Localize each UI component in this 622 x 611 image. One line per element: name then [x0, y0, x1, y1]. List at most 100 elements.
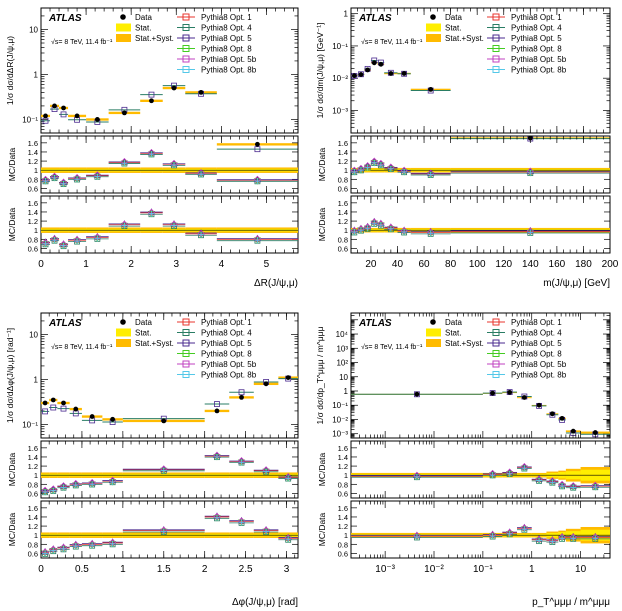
legend-series-label: Pythia8 Opt. 8 — [201, 350, 252, 359]
data-point — [255, 141, 260, 147]
ratio-marker-opt8b — [74, 176, 81, 183]
legend-series-marker — [492, 34, 500, 42]
ratio-marker-opt5b — [41, 238, 50, 246]
data-point — [351, 73, 357, 79]
ratio-marker-opt8b — [549, 538, 556, 545]
atlas-label: ATLAS — [48, 318, 82, 329]
data-point — [43, 113, 48, 119]
x-tick-label: 10⁻³ — [375, 564, 395, 575]
y-tick-label: 10⁻³ — [332, 106, 348, 115]
legend-series-marker — [182, 360, 190, 368]
ratio-y-tick-label: 1.6 — [338, 444, 348, 453]
legend-stat-syst-label: Stat.+Syst. — [445, 339, 484, 348]
ratio-marker-opt5b — [558, 533, 566, 541]
data-point — [73, 406, 79, 412]
ratio-y-tick-label: 1.4 — [338, 148, 348, 157]
data-point — [365, 67, 371, 73]
ratio-marker-opt5b — [350, 226, 358, 235]
ratio-marker-opt8b — [521, 465, 528, 472]
ratio-marker-opt8b — [74, 238, 81, 245]
ratio-marker-opt8b — [213, 453, 220, 460]
ratio-marker-opt5b — [262, 526, 270, 534]
ratio-y-tick-label: 1.2 — [28, 217, 38, 226]
ratio-y-axis-label: MC/Data — [7, 452, 17, 486]
legend-series-marker — [182, 66, 190, 73]
ratio-y-tick-label: 1.2 — [28, 522, 38, 531]
ratio-marker-opt8b — [351, 228, 358, 235]
ratio-marker-opt8b — [549, 479, 556, 486]
x-tick-label: 2.5 — [239, 564, 253, 575]
ratio-y-tick-label: 0.8 — [28, 480, 38, 489]
ratio-marker-opt5b — [120, 220, 128, 228]
ratio-y-tick-label: 1.4 — [338, 208, 348, 217]
ratio-marker-opt8b — [351, 168, 358, 175]
data-point — [42, 400, 48, 406]
legend-series-marker — [182, 34, 190, 42]
data-point — [198, 89, 204, 95]
ratio-marker-opt8b — [357, 227, 364, 234]
x-tick-label: 5 — [264, 259, 270, 270]
ratio-marker-opt8b — [51, 237, 58, 244]
legend-series-label: Pythia8 Opt. 4 — [511, 24, 562, 33]
ratio-marker-opt8b — [527, 229, 534, 236]
ratio-y-tick-label: 1.6 — [338, 139, 348, 148]
main-plot-frame — [40, 312, 299, 439]
ratio-marker-opt8b — [51, 174, 58, 181]
ratio-marker-opt5b — [357, 225, 365, 233]
ratio-y-tick-label: 1.6 — [28, 199, 38, 208]
x-tick-label: 1 — [83, 259, 89, 270]
ratio-frame-1 — [40, 440, 299, 499]
legend-series-marker — [182, 350, 190, 357]
ratio-y-tick-label: 1.2 — [28, 157, 38, 166]
ratio-y-axis-label: MC/Data — [317, 452, 327, 486]
legend: ATLAS √s= 8 TeV, 11.4 fb⁻¹ Data Stat.Stat.+… — [358, 318, 567, 380]
legend-stat-syst-swatch — [426, 339, 441, 347]
legend-stat-syst-label: Stat.+Syst. — [445, 34, 484, 43]
ratio-marker-opt5b — [213, 512, 221, 520]
legend-series-label: Pythia8 Opt. 1 — [511, 318, 562, 327]
legend-series-label: Pythia8 Opt. 1 — [511, 13, 562, 22]
x-tick-label: 3 — [173, 259, 179, 270]
legend-stat-syst-swatch — [426, 34, 441, 42]
data-point — [239, 394, 244, 400]
ratio-marker-opt5b — [253, 235, 261, 243]
ratio-marker-opt8b — [148, 210, 155, 217]
ratio-marker-opt5b — [284, 534, 292, 542]
ratio-y-tick-label: 1.6 — [28, 444, 38, 453]
ratio-y-tick-label: 1 — [344, 471, 348, 480]
ratio-y-tick-label: 1.4 — [28, 453, 38, 462]
ratio-y-tick-label: 1.4 — [28, 208, 38, 217]
x-tick-label: 180 — [575, 259, 592, 270]
ratio-marker-opt8b — [377, 162, 384, 169]
data-point — [428, 86, 434, 92]
ratio-marker-opt8b — [387, 225, 394, 232]
legend-series-marker — [492, 350, 500, 357]
main-plot-frame — [40, 7, 299, 134]
ratio-marker-opt8b — [570, 484, 577, 491]
ratio-marker-opt5b — [59, 240, 68, 248]
ratio-marker-opt8b — [263, 468, 270, 475]
data-point — [570, 428, 576, 434]
ratio-marker-opt8b — [285, 475, 292, 482]
ratio-marker-opt5b — [109, 538, 117, 546]
ratio-marker-opt5b — [535, 535, 543, 543]
data-point — [559, 415, 565, 421]
data-point — [490, 390, 495, 396]
legend-series-marker — [182, 339, 190, 347]
ratio-marker-opt8b — [401, 168, 408, 175]
ratio-marker-opt8b — [94, 173, 101, 180]
data-point — [74, 113, 80, 119]
ratio-marker-opt8b — [592, 535, 599, 542]
chart-panel-mass: 10⁻³ 10⁻² 10⁻¹ 1 1/σ dσ/dm(J/ψ,μ) [GeV⁻¹] ATL… — [315, 7, 619, 289]
ratio-marker-opt8b — [148, 151, 155, 158]
ratio-marker-opt5b — [364, 223, 372, 231]
legend-series-marker — [492, 329, 500, 336]
ratio-marker-opt5b — [50, 235, 59, 243]
y-tick-label: 1 — [344, 387, 349, 396]
x-tick-label: 10⁻¹ — [473, 564, 493, 575]
legend-series-marker — [182, 24, 190, 31]
ratio-y-tick-label: 1.6 — [28, 504, 38, 513]
x-axis-label: m(J/ψ,μ) [GeV] — [543, 278, 610, 289]
y-axis-label: 1/σ dσ/dp_T^μμμ / m^μμμ — [315, 326, 325, 424]
ratio-marker-opt8b — [72, 482, 79, 489]
